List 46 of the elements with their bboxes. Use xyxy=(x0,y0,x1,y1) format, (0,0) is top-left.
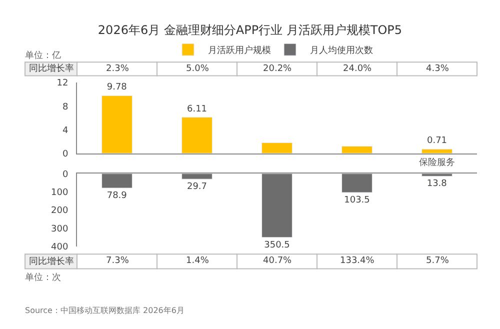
data-label: 0.71 xyxy=(426,136,448,146)
text: 5.0% xyxy=(186,64,210,74)
data-label: 78.9 xyxy=(106,191,128,202)
x-tick-label: 保险服务 xyxy=(419,157,455,168)
text: 40.7% xyxy=(263,256,292,266)
bar xyxy=(262,142,292,154)
data-label: 13.8 xyxy=(426,179,448,190)
legend-label: 月活跃用户规模 xyxy=(208,45,271,56)
bar xyxy=(342,146,372,154)
bar xyxy=(422,174,452,176)
data-label: 103.5 xyxy=(344,196,370,206)
y-tick-label: 100 xyxy=(51,188,68,198)
data-label: 350.5 xyxy=(264,240,290,250)
source-note: Source：中国移动互联网数据库 2026年6月 xyxy=(25,306,184,315)
bar xyxy=(182,117,212,154)
bar xyxy=(102,174,132,188)
text: 4.3% xyxy=(426,64,450,74)
data-label: 29.7 xyxy=(186,182,208,192)
text: 20.2% xyxy=(263,64,292,74)
y-tick-label: 0 xyxy=(62,149,68,160)
y-tick-label: 400 xyxy=(51,242,68,253)
legend-label: 月人均使用次数 xyxy=(310,45,373,56)
text: 5.7% xyxy=(426,256,450,266)
text: 7.3% xyxy=(106,256,130,266)
y-tick-label: 4 xyxy=(62,126,68,136)
y-tick-label: 300 xyxy=(51,224,68,234)
bar xyxy=(342,174,372,193)
y-tick-label: 0 xyxy=(62,170,68,180)
bar xyxy=(262,174,292,238)
text: 133.4% xyxy=(340,256,375,266)
y-tick-label: 200 xyxy=(51,206,68,216)
y-axis-title: 单位：亿 xyxy=(25,50,61,61)
text: 1.4% xyxy=(186,256,210,266)
y-tick-label: 12 xyxy=(56,78,68,89)
data-label: 6.11 xyxy=(186,104,208,114)
text: 同比增长率 xyxy=(29,63,74,74)
y-tick-label: 8 xyxy=(62,102,68,112)
text: 2.3% xyxy=(106,64,130,74)
bar xyxy=(422,148,452,154)
text: 同比增长率 xyxy=(29,256,74,267)
y-axis-title: 单位：次 xyxy=(25,272,61,283)
bar xyxy=(102,95,132,154)
bar xyxy=(182,174,212,180)
text: 24.0% xyxy=(343,64,372,74)
chart-title: 2026年6月 金融理财细分APP行业 月活跃用户规模TOP5 xyxy=(98,23,402,38)
data-label: 9.78 xyxy=(106,82,128,93)
